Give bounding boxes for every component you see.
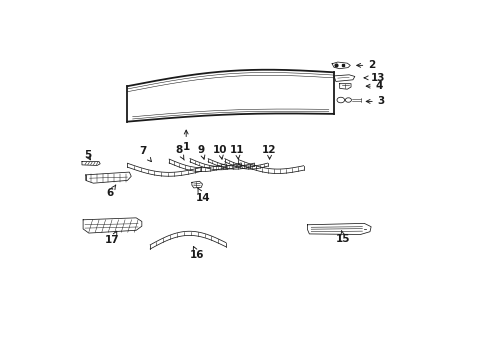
Text: 5: 5 (84, 150, 91, 161)
Text: 4: 4 (366, 81, 383, 91)
Text: 6: 6 (106, 185, 116, 198)
Text: 17: 17 (105, 231, 120, 245)
Text: 9: 9 (197, 145, 204, 159)
Text: 16: 16 (190, 247, 204, 260)
Text: 7: 7 (139, 146, 151, 162)
Text: 13: 13 (364, 73, 384, 83)
Text: 12: 12 (262, 145, 276, 159)
Text: 1: 1 (182, 130, 189, 152)
Text: 11: 11 (230, 145, 244, 159)
Text: 8: 8 (175, 145, 184, 160)
Text: 14: 14 (196, 188, 210, 203)
Text: 10: 10 (213, 145, 227, 159)
Text: 15: 15 (336, 231, 350, 244)
Text: 3: 3 (366, 96, 384, 107)
Text: 2: 2 (356, 60, 375, 70)
